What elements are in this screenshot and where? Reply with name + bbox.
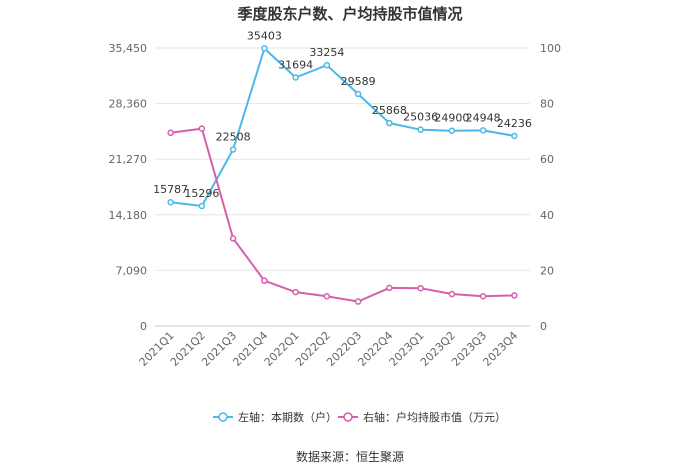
left-tick-label: 0: [140, 320, 147, 333]
data-label: 15296: [184, 187, 219, 200]
legend-item-avg-holding-value[interactable]: 右轴：户均持股市值（万元）: [338, 410, 506, 424]
data-label: 24236: [497, 117, 532, 130]
right-tick-label: 20: [540, 264, 554, 277]
data-point: [261, 45, 268, 52]
data-point: [229, 146, 237, 153]
data-point: [229, 235, 237, 242]
legend-item-households[interactable]: 左轴：本期数（户）: [213, 410, 337, 424]
data-point: [292, 288, 299, 296]
data-label: 22508: [216, 130, 251, 143]
data-point: [511, 132, 518, 140]
data-point: [198, 202, 206, 210]
chart-title: 季度股东户数、户均持股市值情况: [237, 5, 462, 23]
left-tick-label: 7,090: [116, 264, 148, 277]
data-label: 33254: [309, 46, 344, 59]
data-label: 25036: [403, 111, 438, 124]
data-label: 24900: [434, 112, 469, 125]
data-point: [292, 74, 299, 81]
right-tick-label: 0: [540, 320, 547, 333]
legend-label: 右轴：户均持股市值（万元）: [363, 410, 506, 424]
right-tick-label: 100: [540, 42, 561, 55]
data-point: [354, 298, 362, 305]
left-tick-label: 28,360: [109, 98, 148, 111]
data-point: [167, 198, 174, 206]
series-line-households: [170, 47, 515, 207]
data-point: [479, 127, 487, 134]
right-tick-label: 40: [540, 209, 554, 222]
right-tick-label: 60: [540, 153, 554, 166]
data-label: 29589: [341, 75, 376, 88]
right-tick-label: 80: [540, 98, 554, 111]
data-point: [386, 284, 393, 292]
data-point: [448, 290, 456, 298]
data-point: [417, 284, 424, 292]
data-label: 31694: [278, 58, 313, 71]
data-point: [417, 126, 424, 133]
data-point: [479, 293, 487, 300]
data-point: [323, 61, 331, 69]
legend-swatch-marker: [218, 412, 228, 422]
legend: 左轴：本期数（户） 右轴：户均持股市值（万元）: [213, 410, 506, 424]
data-point: [354, 90, 362, 98]
data-point: [448, 127, 456, 134]
series-line-avg-holding-value: [170, 127, 515, 303]
data-point: [511, 292, 518, 299]
left-tick-label: 35,450: [109, 42, 148, 55]
grid-lines: [155, 47, 530, 327]
data-label: 25868: [372, 104, 407, 117]
data-label: 35403: [247, 29, 282, 42]
legend-label: 左轴：本期数（户）: [238, 410, 337, 424]
data-point: [261, 277, 268, 284]
legend-swatch-marker: [343, 412, 353, 422]
series-group: [167, 45, 518, 305]
left-axis-ticks: 0 7,090 14,180 21,270 28,360 35,450: [109, 42, 148, 333]
data-point: [386, 119, 393, 127]
right-axis-ticks: 0 20 40 60 80 100: [540, 42, 561, 333]
left-tick-label: 21,270: [109, 153, 148, 166]
x-tick-label: 2023Q4: [480, 329, 520, 369]
data-point: [167, 129, 174, 137]
left-tick-label: 14,180: [109, 209, 148, 222]
data-source: 数据来源：恒生聚源: [296, 449, 404, 464]
data-point: [323, 293, 331, 300]
data-point: [198, 125, 206, 132]
data-label: 15787: [153, 183, 188, 196]
data-label: 24948: [466, 111, 501, 124]
x-axis-ticks: 2021Q12021Q22021Q32021Q42022Q12022Q22022…: [137, 329, 521, 369]
